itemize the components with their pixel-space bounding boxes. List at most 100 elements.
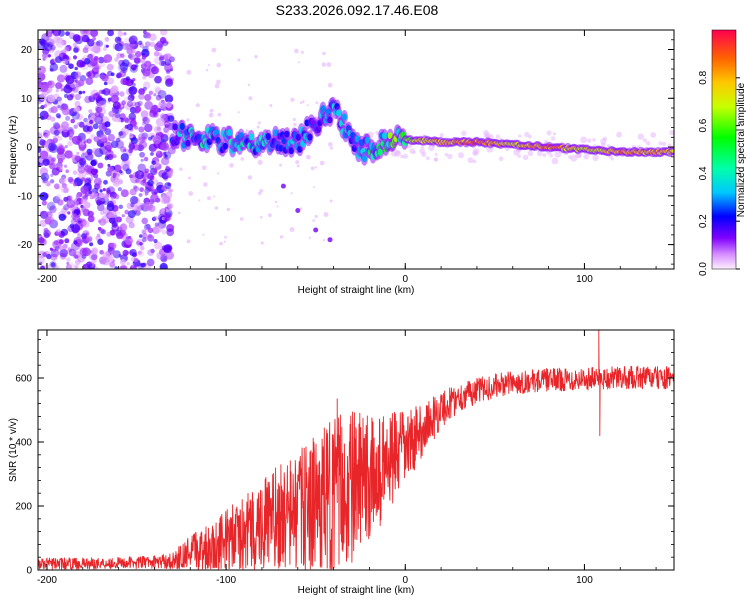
- noise-speck: [138, 193, 143, 197]
- noise-speck: [82, 47, 89, 54]
- noise-speck: [109, 261, 116, 268]
- ridge: [168, 96, 674, 166]
- noise-speck: [146, 258, 155, 267]
- noise-speck: [123, 148, 127, 152]
- noise-speck: [326, 62, 332, 67]
- noise-speck: [93, 71, 100, 79]
- noise-speck: [149, 112, 154, 118]
- noise-speck: [106, 63, 114, 71]
- noise-speck: [151, 185, 156, 190]
- noise-speck: [74, 254, 79, 259]
- noise-speck: [86, 138, 92, 144]
- ridge-halo: [645, 141, 651, 146]
- noise-speck: [57, 135, 63, 141]
- ridge-halo: [524, 131, 530, 138]
- noise-speck: [47, 80, 53, 86]
- noise-speck: [92, 36, 96, 41]
- noise-speck: [107, 133, 116, 142]
- noise-speck: [64, 164, 68, 168]
- ridge-halo: [583, 153, 589, 160]
- noise-speck: [328, 142, 333, 147]
- noise-speck: [117, 226, 123, 232]
- noise-speck: [107, 163, 111, 167]
- ridge-halo: [542, 153, 547, 157]
- colorbar: 0.0 0.2 0.4 0.6 0.8 Normalized spectral ampl…: [698, 29, 747, 276]
- ridge-core: [265, 133, 271, 140]
- noise-speck: [55, 89, 59, 93]
- noise-speck: [117, 37, 121, 42]
- noise-speck: [144, 101, 154, 110]
- noise-speck: [93, 56, 99, 61]
- noise-speck: [97, 56, 105, 64]
- noise-speck: [49, 179, 55, 184]
- noise-speck: [115, 231, 124, 240]
- noise-speck: [139, 242, 143, 246]
- noise-speck: [44, 43, 53, 52]
- noise-speck: [161, 208, 165, 213]
- streak-point: [327, 237, 333, 243]
- noise-speck: [125, 168, 132, 175]
- noise-speck: [84, 152, 88, 157]
- ridge-halo: [536, 150, 543, 157]
- noise-speck: [61, 174, 67, 180]
- noise-speck: [164, 182, 172, 190]
- colorbar-scale: [711, 29, 737, 270]
- noise-speck: [157, 41, 161, 45]
- noise-speck: [96, 199, 103, 206]
- noise-speck: [165, 251, 175, 260]
- ridge-halo: [472, 150, 478, 157]
- noise-speck: [135, 51, 142, 58]
- noise-speck: [88, 109, 93, 114]
- noise-speck: [154, 241, 162, 250]
- spectrogram-ylabel: Frequency (Hz): [8, 116, 19, 185]
- noise-speck: [112, 179, 120, 187]
- noise-speck: [74, 200, 79, 205]
- noise-speck: [82, 90, 86, 94]
- x-tick-label: 0: [402, 575, 408, 586]
- noise-speck: [308, 236, 311, 239]
- ridge-core: [377, 148, 383, 156]
- noise-speck: [120, 153, 129, 162]
- noise-speck: [111, 222, 118, 228]
- noise-speck: [70, 118, 75, 124]
- snr-series-line: [38, 330, 674, 570]
- noise-speck: [79, 247, 88, 256]
- noise-speck: [81, 34, 90, 43]
- noise-speck: [39, 150, 49, 160]
- noise-speck: [268, 213, 272, 218]
- noise-speck: [126, 261, 130, 266]
- noise-speck: [94, 111, 101, 118]
- ridge-halo: [528, 134, 532, 139]
- noise-speck: [73, 124, 78, 129]
- noise-speck: [70, 218, 78, 225]
- noise-speck: [65, 115, 71, 121]
- noise-speck: [83, 201, 91, 209]
- ridge-core: [284, 130, 290, 138]
- noise-speck: [119, 113, 126, 120]
- noise-speck: [312, 219, 315, 222]
- noise-speck: [179, 167, 183, 171]
- noise-speck: [154, 223, 164, 233]
- noise-speck: [89, 242, 94, 247]
- noise-speck: [142, 237, 147, 243]
- y-tick-label: 200: [15, 502, 32, 513]
- noise-speck: [149, 186, 154, 190]
- ridge-halo: [592, 138, 596, 142]
- noise-speck: [56, 74, 66, 83]
- noise-speck: [59, 64, 68, 73]
- noise-speck: [128, 53, 136, 61]
- noise-speck: [83, 58, 91, 65]
- noise-speck: [67, 211, 71, 215]
- noise-speck: [110, 85, 119, 93]
- noise-speck: [141, 121, 146, 126]
- ridge-halo: [650, 132, 657, 138]
- noise-speck: [247, 175, 253, 180]
- noise-speck: [163, 126, 170, 133]
- noise-speck: [159, 55, 165, 61]
- noise-speck: [120, 222, 127, 230]
- y-tick-label: 400: [15, 438, 32, 449]
- noise-speck: [43, 232, 50, 239]
- noise-speck: [74, 93, 82, 101]
- noise-speck: [69, 223, 75, 229]
